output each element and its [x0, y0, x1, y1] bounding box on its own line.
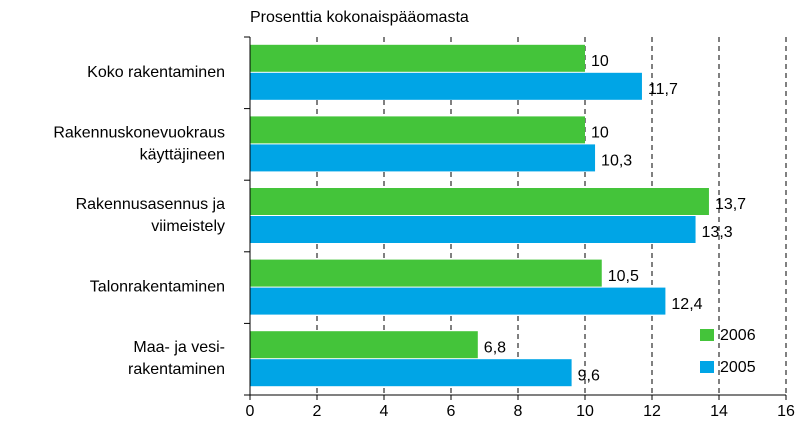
value-label: 10: [591, 53, 609, 70]
value-label: 11,7: [648, 81, 678, 98]
x-tick-label: 14: [710, 403, 728, 420]
bar: [250, 144, 596, 172]
value-label: 10,5: [608, 268, 639, 285]
x-tick-label: 6: [447, 403, 456, 420]
value-label: 10: [591, 125, 609, 142]
bar: [250, 72, 642, 100]
value-label: 13,3: [702, 224, 733, 241]
x-tick-label: 0: [246, 403, 255, 420]
legend-swatch: [700, 329, 714, 341]
y-tick-label: Talonrakentaminen: [90, 279, 225, 296]
x-tick-label: 4: [380, 403, 389, 420]
x-tick-label: 16: [777, 403, 795, 420]
y-tick-label: Maa- ja vesi-rakentaminen: [128, 339, 225, 378]
x-tick-label: 2: [313, 403, 322, 420]
x-tick-label: 8: [514, 403, 523, 420]
value-label: 6,8: [484, 339, 506, 356]
value-label: 13,7: [715, 196, 746, 213]
bar: [250, 188, 709, 215]
bar: [250, 216, 696, 243]
bar: [250, 359, 572, 387]
bar: [250, 44, 585, 72]
y-tick-label: Rakennusasennus ja viimeistely: [76, 196, 226, 235]
y-tick-label: Koko rakentaminen: [87, 64, 225, 81]
y-tick-label: Rakennuskonevuokraus käyttäjineen: [53, 125, 225, 164]
x-tick-label: 10: [576, 403, 594, 420]
axis-title: Prosenttia kokonaispääomasta: [250, 9, 469, 26]
bar: [250, 116, 585, 144]
legend-label: 2006: [720, 327, 756, 344]
x-tick-label: 12: [643, 403, 661, 420]
bar: [250, 331, 478, 359]
legend-label: 2005: [720, 359, 756, 376]
value-label: 10,3: [601, 153, 632, 170]
value-label: 9,6: [578, 367, 600, 384]
value-label: 12,4: [671, 296, 702, 313]
bar: [250, 259, 602, 287]
legend-swatch: [700, 361, 714, 373]
bar: [250, 287, 666, 315]
